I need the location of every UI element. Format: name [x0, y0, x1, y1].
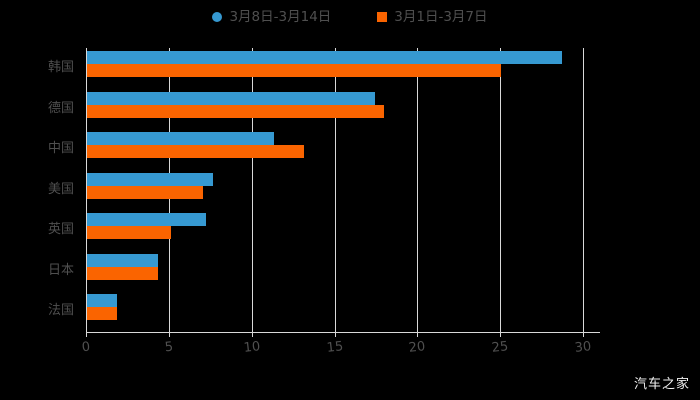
bar-series-b[interactable] [87, 64, 502, 77]
bar-row: 中国 [48, 129, 583, 170]
x-tick-label: 20 [408, 339, 427, 356]
bar-row: 德国 [48, 89, 583, 130]
bar-row: 英国 [48, 210, 583, 251]
x-tick-label: 10 [242, 339, 261, 356]
category-label: 日本 [47, 262, 74, 278]
bar-series-b[interactable] [87, 185, 203, 199]
gridline [500, 48, 502, 332]
bar-series-a[interactable] [87, 213, 207, 227]
category-label: 美国 [47, 181, 74, 197]
gridline [334, 48, 336, 332]
bar-row: 日本 [48, 251, 583, 292]
bar-series-b[interactable] [87, 226, 172, 240]
plot-area: 0 5 10 15 20 25 30 韩国德国中国美国英国日本法国 [48, 48, 600, 356]
bar-series-b[interactable] [87, 145, 305, 159]
bar-series-a[interactable] [87, 253, 159, 267]
x-tick-mark [500, 332, 502, 337]
gridline [583, 48, 584, 332]
x-tick-label: 15 [325, 339, 344, 356]
legend-label-series-b: 3月1日-3月7日 [394, 9, 488, 25]
gridline [251, 48, 253, 332]
y-axis-line [86, 48, 87, 332]
bar-series-a[interactable] [87, 91, 376, 105]
x-tick-label: 30 [573, 339, 593, 356]
bar-series-b[interactable] [87, 266, 159, 280]
x-tick-mark [583, 332, 584, 337]
x-axis-line [86, 332, 600, 333]
x-tick-mark [334, 332, 336, 337]
chart-legend: 3月8日-3月14日 3月1日-3月7日 [0, 6, 700, 28]
category-label: 中国 [47, 141, 74, 157]
category-label: 英国 [47, 222, 74, 238]
x-tick-mark [168, 332, 170, 337]
circle-marker-icon [212, 12, 223, 22]
bar-series-a[interactable] [87, 172, 213, 186]
bar-row: 韩国 [48, 48, 583, 89]
x-tick-mark [86, 332, 87, 337]
legend-item-series-b[interactable]: 3月1日-3月7日 [377, 9, 488, 25]
x-tick-mark [417, 332, 419, 337]
bar-series-a[interactable] [87, 132, 275, 146]
watermark-label: 汽车之家 [633, 377, 690, 392]
category-label: 韩国 [47, 60, 74, 75]
bar-row: 法国 [48, 291, 583, 332]
legend-item-series-a[interactable]: 3月8日-3月14日 [212, 10, 331, 24]
category-label: 德国 [47, 100, 74, 116]
square-marker-icon [377, 12, 388, 22]
x-tick-label: 5 [163, 339, 174, 356]
bar-series-b[interactable] [87, 104, 384, 118]
bar-row: 美国 [48, 170, 583, 211]
bar-series-a[interactable] [87, 51, 563, 64]
x-tick-label: 0 [81, 339, 91, 356]
bar-series-b[interactable] [87, 307, 117, 321]
x-tick-label: 25 [491, 339, 510, 356]
category-label: 法国 [47, 303, 74, 319]
legend-label-series-a: 3月8日-3月14日 [229, 9, 332, 25]
gridline [417, 48, 419, 332]
bar-series-a[interactable] [87, 294, 117, 308]
x-tick-mark [251, 332, 253, 337]
